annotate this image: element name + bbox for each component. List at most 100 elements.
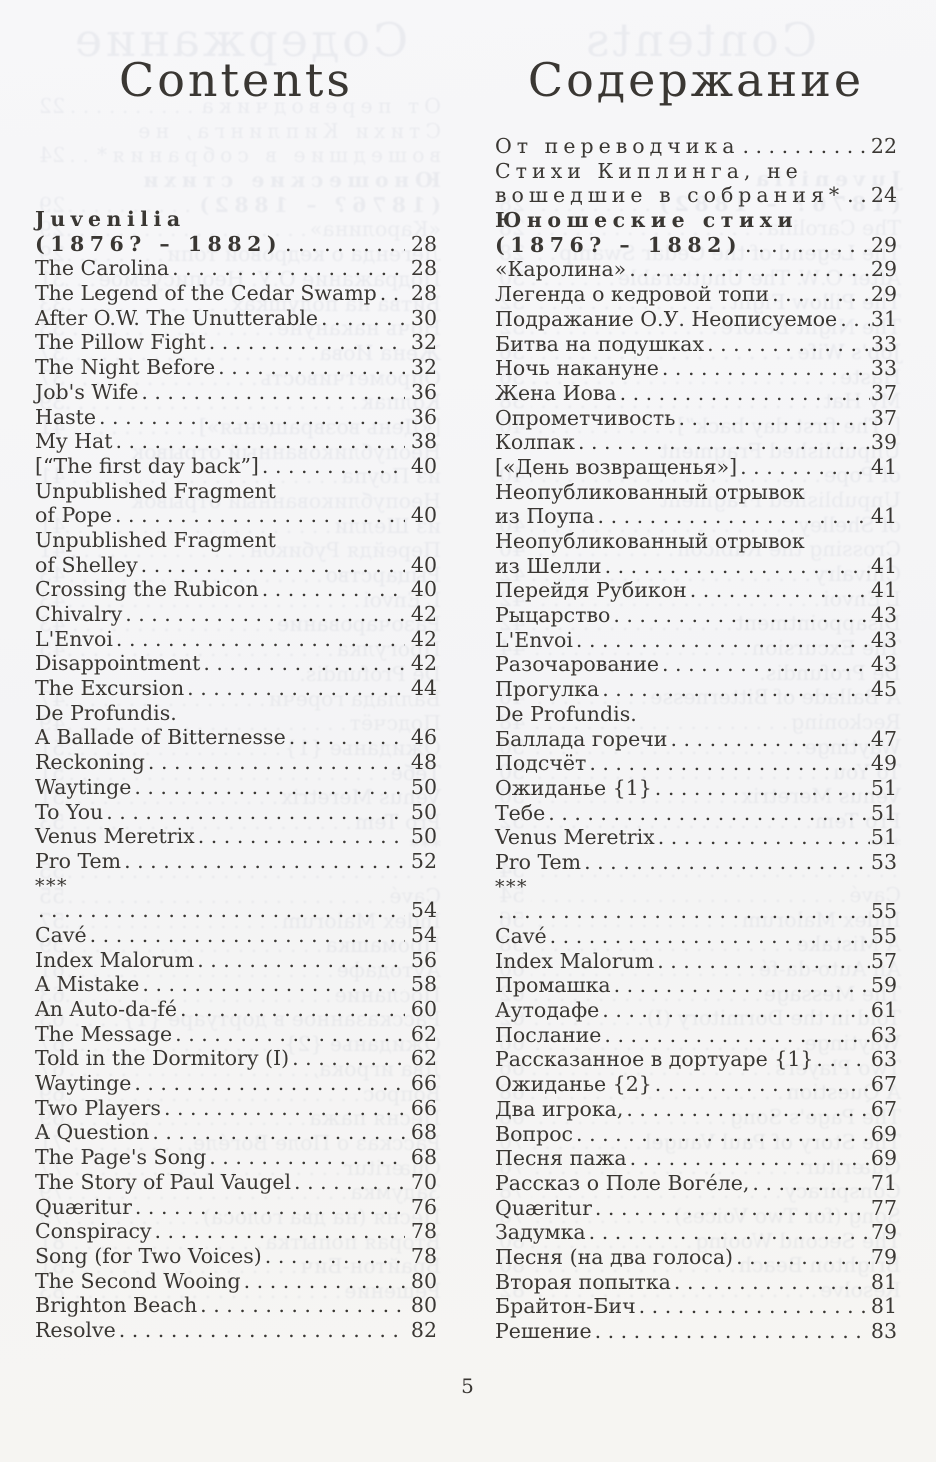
toc-entry-page: 62 [410,1046,437,1071]
toc-entry: Неопубликованный отрывок [495,480,897,505]
toc-entry: Ожиданье {1} 51 [495,776,897,801]
toc-entry-title: Venus Meretrix [35,824,195,849]
toc-entry: Аутодафе 61 [495,998,897,1023]
toc-entry-page: 28 [410,256,437,281]
toc-entry-title: «Каролина» [495,257,627,282]
toc-entry-page: 30 [410,305,437,330]
toc-entry-page: 28 [410,231,437,256]
toc-entry-title: Рассказ о Поле Воге́ле, [495,1170,750,1195]
toc-entry-title: A Ballade of Bitternesse [35,725,286,750]
toc-entry-title: To You [35,799,104,824]
toc-entry: Ожиданье {2} 67 [495,1072,897,1097]
toc-entry-title: Рыцарство [495,603,611,628]
dot-leader [595,1319,870,1344]
toc-entry-title: The Story of Paul Vaugel [35,1169,292,1194]
toc-entry: Песня пажа 69 [495,1146,897,1171]
toc-entry-title: Waytinge [35,774,132,799]
toc-entry: Баллада горечи 47 [495,727,897,752]
toc-entry-page: 29 [870,257,897,282]
toc-entry: Song (for Two Voices) 78 [35,1244,437,1269]
dot-leader [289,725,405,750]
toc-entry: Задумка 79 [495,1220,897,1245]
toc-entry: «Каролина» 29 [495,257,897,282]
dot-leader [125,602,405,627]
toc-entry-title: De Profundis. [35,700,177,725]
toc-entry-page: 79 [870,1244,897,1269]
dot-leader [655,776,870,801]
toc-entry-page: 55 [870,899,897,924]
toc-entry: 54 [35,898,437,923]
toc-entry: Решение 83 [495,1319,897,1344]
toc-entry-title: Juvenilia [35,207,186,231]
dot-leader [155,1219,405,1244]
toc-entry: Pro Tem 53 [495,850,897,875]
toc-entry-title: Unpublished Fragment [35,478,276,503]
dot-leader [589,751,870,776]
dot-leader [752,1171,869,1196]
dot-leader [99,405,405,430]
toc-entry: A Question 68 [35,1120,437,1145]
dot-leader [265,1244,405,1269]
dot-leader [548,801,870,826]
toc-entry-page: 40 [410,503,437,528]
toc-entry: От переводчика 22 [495,134,897,159]
toc-entry-title: Подсчёт [495,751,587,776]
dot-leader [135,1195,405,1220]
toc-entry-title: Колпак [495,430,575,455]
toc-entry-title: Неопубликованный отрывок [495,479,805,504]
dot-leader [745,233,870,258]
toc-entry: Два игрока, 67 [495,1097,897,1122]
toc-entry: Waytinge 66 [35,1071,437,1096]
toc-entry: The Pillow Fight 32 [35,330,437,355]
toc-entry: Битва на подушках 33 [495,332,897,357]
toc-entry: (1876? – 1882) 29 [495,233,897,258]
toc-entry: Брайтон-Бич 81 [495,1294,897,1319]
toc-entry-title: из Шелли [495,553,602,578]
toc-entry-page: 32 [410,330,437,355]
toc-entry-title: Подражание О.У. Неописуемое [495,306,838,331]
toc-entry-title: Ночь накануне [495,356,659,381]
toc-entry-page: 29 [870,232,897,257]
toc-entry: Рассказанное в дортуаре {1} 63 [495,1047,897,1072]
toc-entry-title: The Excursion [35,676,185,701]
toc-entry-title: Битва на подушках [495,331,705,356]
toc-entry-page: 32 [410,355,437,380]
toc-entry-page: 61 [870,998,897,1023]
dot-leader [262,577,405,602]
toc-entry: *** [35,874,437,899]
toc-entry: My Hat 38 [35,429,437,454]
dot-leader [626,1097,870,1122]
dot-leader [578,430,870,455]
toc-entry-title: De Profundis. [495,701,637,726]
toc-entry-title: вошедшие в собрания* [495,183,845,208]
toc-entry-page: 46 [410,725,437,750]
toc-entry-title: The Night Before [35,355,216,380]
toc-entry-page: 43 [870,603,897,628]
toc-entry: Перейдя Рубикон 41 [495,578,897,603]
toc-entry: Told in the Dormitory (I) 62 [35,1046,437,1071]
toc-entry-title: Two Players [35,1095,161,1120]
dot-leader [629,257,870,282]
toc-entry: The Legend of the Cedar Swamp 28 [35,281,437,306]
toc-entry: Стихи Киплинга, не [495,159,897,184]
toc-entry-page: 41 [870,578,897,603]
toc-entry: To You 50 [35,800,437,825]
dot-leader [662,652,870,677]
toc-entry-title: От переводчика [495,134,740,158]
toc-entry: Разочарование 43 [495,652,897,677]
toc-entry-title: Легенда о кедровой топи [495,282,770,307]
dot-leader [620,381,870,406]
toc-entry: Juvenilia [35,207,437,232]
page-number: 5 [461,1374,475,1398]
toc-entry: The Story of Paul Vaugel 70 [35,1170,437,1195]
toc-entry-title: Послание [495,1022,602,1047]
toc-entry-page: 54 [410,922,437,947]
dot-leader [589,1220,870,1245]
toc-entry: Прогулка 45 [495,677,897,702]
toc-entry-page: 50 [410,824,437,849]
toc-entry-page: 68 [410,1120,437,1145]
toc-entry-page: 28 [410,281,437,306]
dot-leader [285,232,405,257]
dot-leader [175,1022,405,1047]
